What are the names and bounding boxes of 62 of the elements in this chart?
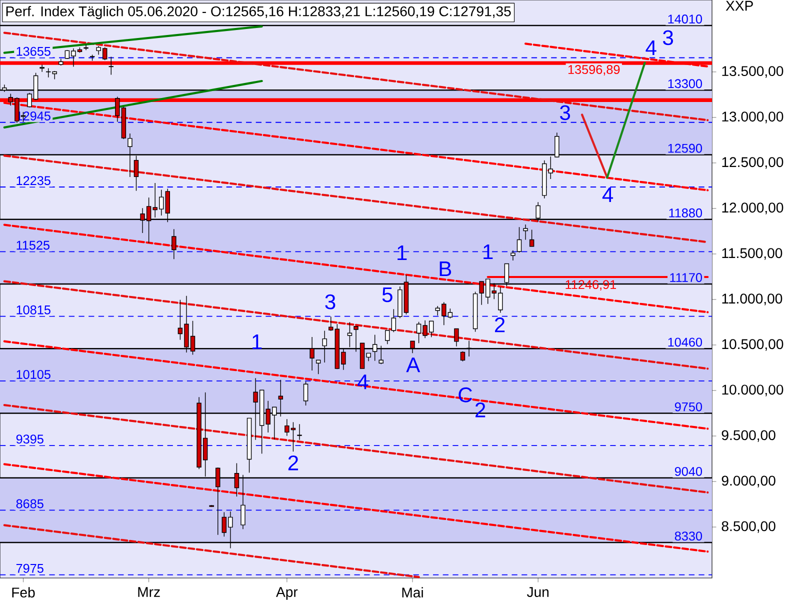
ref-line-label: 8330: [674, 532, 702, 541]
ref-line-label: 12590: [668, 144, 702, 153]
y-tick-label: 12.000,00: [722, 202, 784, 214]
ref-line-label: 14010: [668, 14, 702, 24]
chart-title: Perf. Index Täglich 05.06.2020 - O:12565,16 H:12833,21 L:12560,19 C:12791,35: [6, 6, 511, 20]
ref-line-label: 13596,89: [568, 65, 620, 76]
candlestick: [46, 68, 51, 78]
y-axis-title: XXP: [726, 0, 753, 11]
ref-line-label: 13655: [16, 46, 50, 56]
candlestick: [510, 250, 516, 261]
candlestick: [303, 381, 308, 406]
candlestick: [529, 229, 534, 247]
annotation: A: [406, 358, 420, 372]
ref-line-label: 9750: [674, 402, 702, 412]
ref-line-label: 13300: [668, 79, 702, 88]
candlestick: [516, 226, 522, 253]
y-tick-label: 9.500,00: [722, 430, 776, 442]
x-tick-label: Mai: [402, 587, 423, 598]
annotation: 4: [646, 40, 656, 55]
ref-line-label: 9395: [16, 434, 44, 444]
candlestick: [108, 56, 114, 76]
annotation: 4: [602, 188, 614, 202]
y-tick-label: 13.000,00: [722, 112, 784, 124]
ref-line-label: 7975: [16, 564, 44, 573]
y-tick-label: 8.500,00: [722, 521, 776, 533]
candlestick: [297, 424, 302, 440]
y-tick-label: 13.500,00: [722, 66, 784, 78]
ref-line-label: 10815: [16, 305, 50, 314]
candlestick: [460, 351, 466, 362]
candlestick: [523, 224, 528, 240]
annotation: 2: [494, 317, 505, 332]
y-tick-label: 11.000,00: [722, 294, 782, 306]
annotation: 3: [325, 294, 336, 310]
annotation: 3: [560, 105, 570, 120]
ref-line-label: 10460: [668, 338, 702, 347]
annotation: B: [440, 262, 452, 276]
annotation: 1: [398, 246, 407, 260]
y-tick-label: 10.000,00: [722, 384, 784, 396]
ref-line-label: 10105: [16, 370, 50, 379]
y-tick-label: 11.500,00: [722, 248, 782, 260]
candlestick: [316, 360, 321, 374]
x-tick-label: Mrz: [138, 587, 160, 597]
x-tick-label: Jun: [526, 587, 548, 597]
y-tick-label: 12.500,00: [722, 157, 784, 169]
x-tick-label: Feb: [12, 587, 35, 598]
annotation: 2: [288, 455, 298, 470]
annotation: 1: [484, 244, 493, 260]
ref-line-label: 11525: [16, 240, 50, 250]
ref-line-label: 11170: [670, 273, 702, 282]
annotation: 3: [662, 30, 673, 46]
ref-line-label: 8685: [16, 499, 44, 508]
y-tick-label: 10.500,00: [722, 339, 784, 351]
y-tick-label: 9.000,00: [722, 476, 776, 488]
candlestick: [40, 64, 44, 72]
candlestick: [84, 44, 88, 51]
x-tick-label: Apr: [276, 587, 298, 600]
candlestick: [172, 228, 176, 260]
ref-line-label: 11880: [669, 208, 702, 218]
ref-line-label: 12235: [16, 176, 50, 186]
annotation: 5: [382, 287, 392, 302]
ref-line-label: 9040: [674, 466, 702, 476]
annotation: 1: [252, 334, 262, 350]
